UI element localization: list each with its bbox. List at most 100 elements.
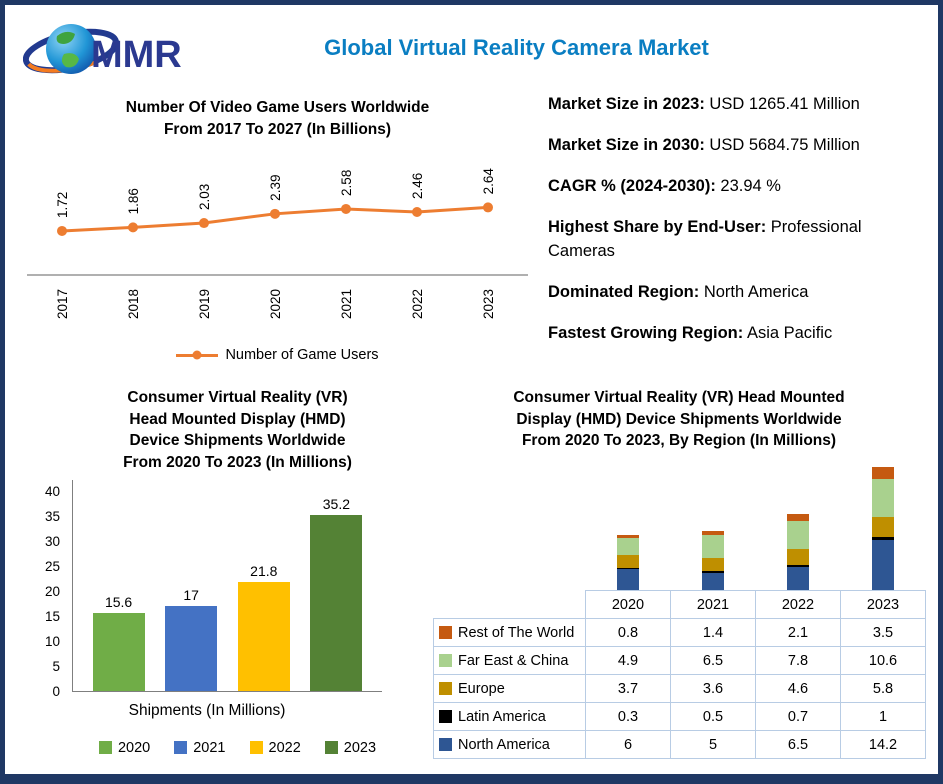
data-point-2021 [341,204,351,215]
bar-chart: Consumer Virtual Reality (VR) Head Mount… [30,387,445,756]
legend-label-2021: 2021 [193,739,226,756]
data-point-2022 [412,207,422,218]
value-label-2018: 1.86 [126,188,141,214]
fact-label: CAGR % (2024-2030): [548,176,716,195]
data-point-2018 [128,222,138,233]
bar-chart-title-line: Device Shipments Worldwide [129,432,346,450]
year-header-2021: 2021 [670,590,756,620]
bar-2023 [310,514,363,691]
mmr-logo: MMR [22,9,198,91]
fact-label: Market Size in 2030: [548,135,705,154]
x-tick-label-2017: 2017 [55,289,70,319]
table-row-north-america: North America 6 5 6.5 14.2 [433,730,926,760]
fact-cagr: CAGR % (2024-2030): 23.94 % [548,175,920,199]
value-far-east-china-2022: 7.8 [755,646,841,676]
value-latin-america-2022: 0.7 [755,702,841,732]
fact-value: USD 5684.75 Million [704,135,860,154]
value-north-america-2020: 6 [585,730,671,760]
value-label-2020: 2.39 [268,175,283,201]
stacked-chart-title-line: From 2020 To 2023, By Region (In Million… [521,432,837,450]
value-north-america-2022: 6.5 [755,730,841,760]
y-tick-label-5: 5 [52,658,60,674]
stacked-bar-2022 [786,514,809,591]
legend-swatch-2020 [98,741,112,755]
fact-label: Market Size in 2023: [548,95,705,113]
data-point-2017 [57,226,67,237]
bar-2021 [165,605,218,691]
bar-chart-x-label: Shipments (In Millions) [128,701,286,719]
line-chart-legend: Number of Game Users [25,347,530,363]
segment-europe-2022 [786,548,809,565]
x-tick-label-2019: 2019 [197,289,212,319]
value-rest-of-the-world-2021: 1.4 [670,618,756,648]
bar-chart-title-line: Consumer Virtual Reality (VR) [127,389,348,406]
fact-fastest-region: Fastest Growing Region: Asia Pacific [548,322,920,346]
line-chart-title: Number Of Video Game Users Worldwide Fro… [25,97,530,140]
y-tick-label-0: 0 [52,683,60,699]
y-tick-label-15: 15 [44,608,60,624]
year-header-2022: 2022 [755,590,841,620]
fact-value: North America [699,282,809,301]
bar-chart-plot: 15.6 17 21.8 35.2 [72,479,382,692]
value-rest-of-the-world-2022: 2.1 [755,618,841,648]
value-north-america-2021: 5 [670,730,756,760]
bar-chart-title-line: From 2020 To 2023 (In Millions) [123,454,352,472]
stacked-bars-area [433,460,925,591]
line-legend-label: Number of Game Users [225,347,379,364]
region-name-label: North America [458,736,550,753]
stack-cell-2020 [585,460,670,591]
data-point-2020 [270,209,280,220]
value-latin-america-2023: 1 [840,702,926,732]
line-legend-marker [176,350,219,360]
value-europe-2021: 3.6 [670,674,756,704]
legend-swatch-latin-america [439,710,452,724]
stacked-chart-title-line: Consumer Virtual Reality (VR) Head Mount… [513,389,845,406]
page-title: Global Virtual Reality Camera Market [324,35,709,60]
fact-dominated-region: Dominated Region: North America [548,281,920,305]
fact-label: Highest Share by End-User: [548,217,767,236]
legend-item-2022: 2022 [249,740,301,756]
legend-swatch-europe [439,682,452,696]
table-row-europe: Europe 3.7 3.6 4.6 5.8 [433,674,926,704]
legend-swatch-2021 [174,741,188,755]
logo-text: MMR [91,34,182,76]
x-tick-label-2021: 2021 [339,289,354,319]
segment-europe-2020 [616,555,639,569]
bar-2022 [237,581,290,691]
region-name-cell: Europe [433,674,586,704]
legend-swatch-far-east-china [439,654,452,668]
stacked-chart: Consumer Virtual Reality (VR) Head Mount… [433,387,926,760]
stacked-chart-title-line: Display (HMD) Device Shipments Worldwide [516,410,842,428]
segment-rest-of-the-world-2020 [616,535,639,538]
table-header-row: 2020 2021 2022 2023 [434,590,926,620]
value-label-2021: 2.58 [339,170,354,196]
y-tick-label-20: 20 [44,583,60,599]
value-label-2019: 2.03 [197,184,212,210]
globe-continent-shape [56,31,75,44]
segment-north-america-2023 [871,540,894,591]
segment-latin-america-2020 [616,568,639,570]
legend-label-2023: 2023 [343,739,377,756]
value-europe-2023: 5.8 [840,674,926,704]
bar-value-label-2020: 15.6 [104,593,133,610]
stacked-bar-2023 [871,467,894,591]
value-label-2023: 2.64 [481,168,496,195]
y-tick-label-40: 40 [44,483,60,499]
bar-column-2021: 17 [164,587,218,691]
bar-value-label-2022: 21.8 [250,562,278,579]
legend-item-2023: 2023 [324,739,377,756]
y-tick-label-10: 10 [44,633,60,649]
fact-value: 23.94 % [715,176,781,195]
segment-far-east-china-2020 [616,537,639,556]
region-table: 2020 2021 2022 2023 Rest of The World 0.8 1.4 2… [433,590,926,760]
stack-cell-2023 [840,460,925,591]
bar-chart-y-axis: 0 5 10 15 20 25 30 35 40 [30,480,66,698]
legend-item-2020: 2020 [98,740,150,756]
bar-chart-legend: 2020 2021 2022 2023 [30,740,445,756]
legend-swatch-2023 [324,741,338,755]
y-tick-label-25: 25 [44,558,60,574]
legend-swatch-2022 [249,741,263,755]
stacked-bar-2021 [701,530,724,591]
year-header-2020: 2020 [585,590,671,620]
